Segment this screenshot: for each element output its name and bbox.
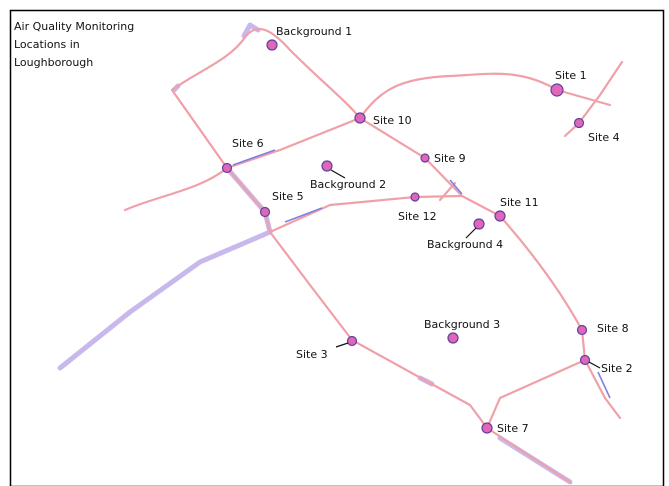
site-marker: [494, 210, 506, 222]
site-marker: [573, 117, 585, 129]
site-label: Site 12: [398, 210, 437, 223]
site-label: Site 1: [555, 69, 587, 82]
site-marker: [259, 206, 271, 218]
site-marker: [473, 218, 485, 230]
title-line: Air Quality Monitoring: [14, 20, 134, 33]
site-label: Site 11: [500, 196, 539, 209]
site-marker: [447, 332, 459, 344]
road-segment: [597, 371, 611, 399]
road: [563, 60, 624, 138]
site-label: Site 6: [232, 137, 264, 150]
road-segment: [284, 207, 323, 223]
site-label: Background 1: [276, 25, 352, 38]
site-marker: [576, 324, 588, 336]
site-label: Site 2: [601, 362, 633, 375]
site-label: Site 8: [597, 322, 629, 335]
site-label: Background 3: [424, 318, 500, 331]
road-segment: [449, 179, 463, 195]
title-line: Loughborough: [14, 56, 93, 69]
labels: Background 1 Site 1 Site 10 Site 4 Site …: [232, 25, 633, 435]
site-label: Site 5: [272, 190, 304, 203]
leader-line: [588, 361, 601, 369]
title: Air Quality Monitoring Locations in Loug…: [14, 20, 134, 69]
road: [268, 194, 464, 234]
road: [170, 27, 362, 120]
site-marker: [550, 83, 564, 97]
site-marker: [579, 354, 591, 366]
site-label: Site 9: [434, 152, 466, 165]
site-marker: [221, 162, 233, 174]
title-line: Locations in: [14, 38, 80, 51]
markers: [221, 39, 591, 434]
leader-line: [330, 169, 346, 179]
leader-line: [335, 342, 349, 348]
leaders: [330, 169, 601, 369]
leader-line: [465, 227, 477, 239]
road: [241, 22, 261, 39]
site-label: Background 4: [427, 238, 503, 251]
site-marker: [346, 335, 358, 347]
road-segment: [232, 149, 276, 166]
site-marker: [420, 153, 430, 163]
site-marker: [266, 39, 278, 51]
site-marker: [481, 422, 493, 434]
site-label: Site 3: [296, 348, 328, 361]
road: [57, 229, 273, 371]
road: [438, 181, 457, 202]
site-label: Site 4: [588, 131, 620, 144]
site-label: Background 2: [310, 178, 386, 191]
road: [170, 88, 572, 484]
road: [358, 72, 612, 120]
site-marker: [321, 160, 333, 172]
road: [485, 358, 587, 430]
site-marker: [410, 192, 420, 202]
site-label: Site 7: [497, 422, 529, 435]
site-label: Site 10: [373, 114, 412, 127]
site-marker: [354, 112, 366, 124]
